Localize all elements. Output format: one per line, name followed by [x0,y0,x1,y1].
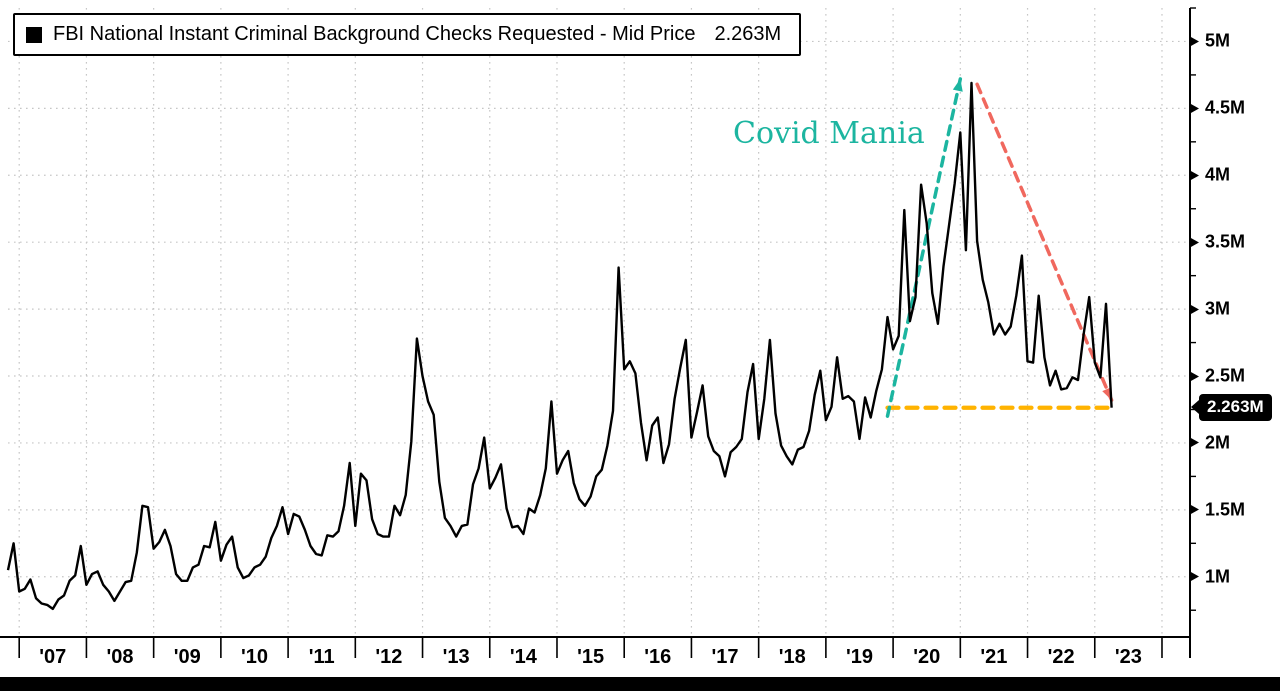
legend-series-value: 2.263M [714,23,782,45]
y-tick-arrow-icon [1190,571,1199,582]
x-axis-label: '18 [778,646,806,668]
y-axis-label: 5M [1205,30,1231,51]
x-axis-label: '19 [845,646,873,668]
bottom-black-bar [0,677,1280,691]
y-axis-tick: 2M [1190,432,1230,453]
last-price-value: 2.263M [1199,393,1272,421]
x-axis-label: '12 [375,646,403,668]
y-tick-arrow-icon [1190,437,1199,448]
y-axis-label: 2.5M [1205,365,1246,386]
x-axis-label: '08 [106,646,134,668]
x-axis-label: '23 [1114,646,1142,668]
y-axis-tick: 4M [1190,165,1230,186]
y-axis-label: 1M [1205,566,1231,587]
legend-series-label: FBI National Instant Criminal Background… [53,23,696,45]
x-axis-label: '11 [308,646,335,668]
y-axis-tick: 4.5M [1190,98,1245,119]
y-tick-arrow-icon [1190,36,1199,47]
legend: FBI National Instant Criminal Background… [13,13,802,56]
y-axis-tick: 3M [1190,299,1230,320]
y-tick-arrow-icon [1190,103,1199,114]
badge-left-arrow-icon [1191,400,1199,415]
annotation-covid-mania: Covid Mania [733,116,925,151]
x-axis-label: '13 [442,646,470,668]
y-axis-label: 1.5M [1205,499,1246,520]
y-tick-arrow-icon [1190,371,1199,382]
x-axis-label: '17 [711,646,739,668]
y-axis-tick: 3.5M [1190,232,1245,253]
y-axis-tick: 2.5M [1190,366,1245,387]
y-axis-label: 3.5M [1205,231,1246,252]
x-axis-label: '14 [509,646,537,668]
last-price-badge: 2.263M [1191,393,1272,421]
x-axis-label: '07 [39,646,67,668]
x-axis-label: '21 [980,646,1008,668]
y-axis-label: 4.5M [1205,97,1246,118]
y-axis-tick: 1.5M [1190,499,1245,520]
x-axis-label: '10 [240,646,268,668]
y-tick-arrow-icon [1190,170,1199,181]
x-axis-label: '20 [913,646,941,668]
y-axis-tick: 5M [1190,31,1230,52]
y-tick-arrow-icon [1190,504,1199,515]
x-axis-label: '15 [577,646,605,668]
legend-series-marker-icon [26,26,42,43]
y-axis-label: 2M [1205,432,1231,453]
y-axis-label: 4M [1205,164,1231,185]
x-axis-label: '22 [1047,646,1075,668]
y-axis-label: 3M [1205,298,1231,319]
y-tick-arrow-icon [1190,237,1199,248]
y-tick-arrow-icon [1190,304,1199,315]
y-axis-tick: 1M [1190,566,1230,587]
x-axis-label: '09 [173,646,201,668]
x-axis-label: '16 [644,646,672,668]
